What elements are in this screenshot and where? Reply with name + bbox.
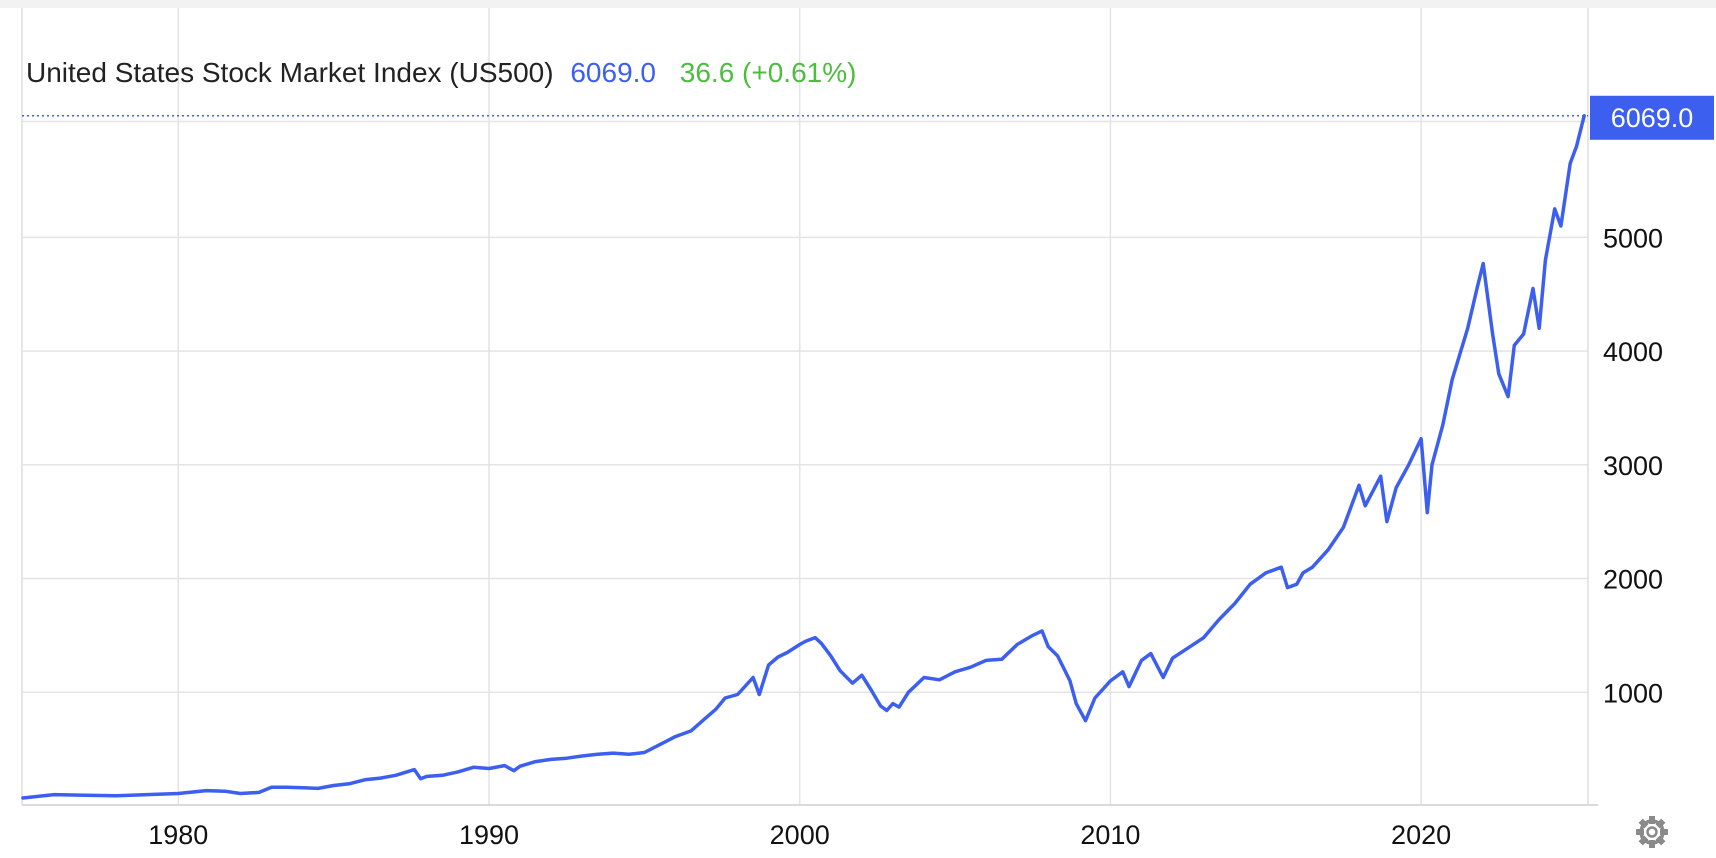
x-axis: 1980 1990 2000 2010 2020 [148, 820, 1451, 850]
chart-title: United States Stock Market Index (US500) [26, 57, 554, 88]
top-strip [0, 0, 1716, 8]
current-price: 6069.0 [570, 57, 656, 88]
y-tick-label: 2000 [1603, 565, 1663, 595]
chart-title-line: United States Stock Market Index (US500)… [26, 57, 856, 88]
last-value-tag [1590, 95, 1714, 140]
chart-frame [21, 8, 1598, 806]
y-tick-label: 3000 [1603, 451, 1663, 481]
last-value-layer: 6069.0 [22, 95, 1714, 140]
x-tick-label: 2000 [770, 820, 830, 850]
price-change: 36.6 (+0.61%) [680, 57, 857, 88]
x-tick-label: 1980 [148, 820, 208, 850]
series-line [21, 114, 1586, 800]
gear-icon[interactable] [1622, 802, 1682, 858]
x-tick-label: 2010 [1080, 820, 1140, 850]
x-tick-label: 2020 [1391, 820, 1451, 850]
y-tick-label: 4000 [1603, 337, 1663, 367]
x-tick-label: 1990 [459, 820, 519, 850]
grid [22, 8, 1588, 805]
y-tick-label: 5000 [1603, 223, 1663, 253]
y-axis: 1000 2000 3000 4000 5000 [1603, 223, 1663, 708]
last-value-label: 6069.0 [1611, 103, 1694, 133]
series-layer [21, 114, 1586, 800]
y-tick-label: 1000 [1603, 678, 1663, 708]
